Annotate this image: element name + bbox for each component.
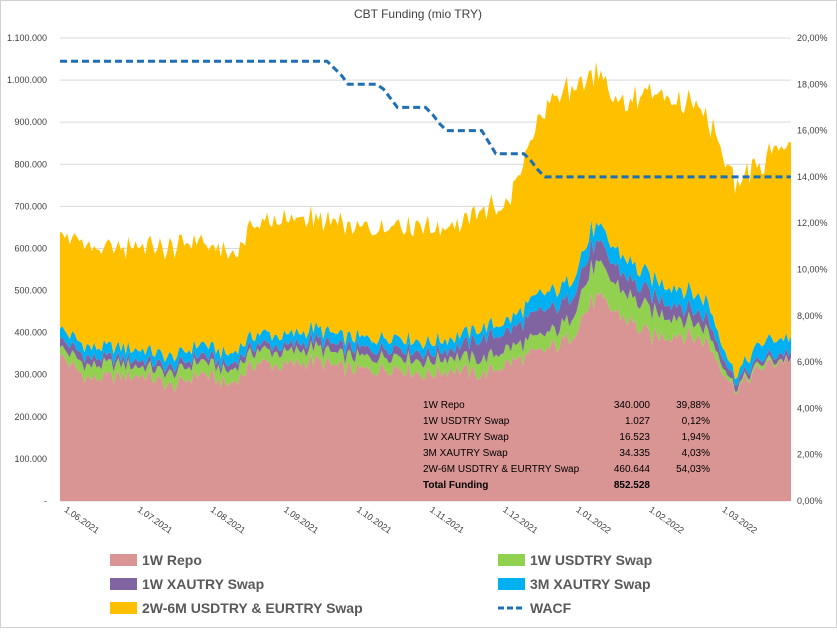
y-right-tick-label: 20,00% [797, 33, 828, 43]
legend-item-1w-xautry-swap: 1W XAUTRY Swap [110, 576, 264, 592]
y-right-tick-label: 18,00% [797, 79, 828, 89]
summary-share: 54,03% [676, 464, 710, 475]
legend-label: 1W XAUTRY Swap [142, 576, 264, 592]
legend-swatch [110, 578, 137, 590]
line-wacf [60, 59, 791, 179]
y-left-tick-label: 300.000 [14, 370, 47, 380]
legend-item-1w-repo: 1W Repo [110, 552, 202, 568]
legend-label: 1W Repo [142, 552, 202, 568]
summary-value: 1.027 [625, 416, 650, 427]
summary-share: 4,03% [682, 448, 710, 459]
area-1w-usdtry-swap [60, 259, 791, 394]
summary-label: 1W USDTRY Swap [423, 416, 510, 427]
summary-value: 16.523 [619, 432, 650, 443]
y-right-tick-label: 6,00% [797, 357, 823, 367]
y-left-tick-label: 500.000 [14, 286, 47, 296]
y-right-tick-label: 14,00% [797, 172, 828, 182]
area-2w-6m-usdtry-eurtry-swap [60, 61, 791, 380]
y-left-tick-label: - [44, 496, 47, 506]
chart-title: CBT Funding (mio TRY) [354, 7, 482, 21]
legend-label: WACF [530, 600, 572, 616]
y-right-tick-label: 10,00% [797, 265, 828, 275]
area-1w-repo [60, 291, 791, 501]
legend-swatch [498, 554, 525, 566]
summary-value: 340.000 [614, 400, 651, 411]
y-right-tick-label: 16,00% [797, 126, 828, 136]
y-left-tick-label: 1.100.000 [7, 33, 47, 43]
summary-label: 2W-6M USDTRY & EURTRY Swap [423, 464, 580, 475]
legend-item-2w-6m-usdtry-eurtry-swap: 2W-6M USDTRY & EURTRY Swap [110, 600, 363, 616]
summary-share: 1,94% [682, 432, 710, 443]
summary-share: 39,88% [676, 400, 710, 411]
summary-label: 1W Repo [423, 400, 465, 411]
y-right-tick-label: 12,00% [797, 218, 828, 228]
summary-label: 3M XAUTRY Swap [423, 448, 508, 459]
legend-label: 2W-6M USDTRY & EURTRY Swap [142, 600, 363, 616]
y-right-tick-label: 8,00% [797, 311, 823, 321]
y-left-tick-label: 200.000 [14, 412, 47, 422]
y-right-tick-label: 2,00% [797, 450, 823, 460]
legend-item-1w-usdtry-swap: 1W USDTRY Swap [498, 552, 652, 568]
legend-item-wacf: WACF [498, 600, 572, 616]
y-left-tick-label: 900.000 [14, 117, 47, 127]
y-left-tick-label: 800.000 [14, 159, 47, 169]
legend-item-3m-xautry-swap: 3M XAUTRY Swap [498, 576, 651, 592]
summary-value: 460.644 [614, 464, 651, 475]
summary-total-value: 852.528 [614, 480, 651, 491]
legend-swatch [110, 602, 137, 614]
legend-label: 3M XAUTRY Swap [530, 576, 651, 592]
y-left-tick-label: 600.000 [14, 243, 47, 253]
summary-value: 34.335 [619, 448, 650, 459]
y-left-tick-label: 100.000 [14, 454, 47, 464]
y-right-tick-label: 4,00% [797, 403, 823, 413]
y-right-tick-label: 0,00% [797, 496, 823, 506]
legend-swatch [110, 554, 137, 566]
summary-label: 1W XAUTRY Swap [423, 432, 509, 443]
legend-label: 1W USDTRY Swap [530, 552, 652, 568]
summary-total-label: Total Funding [423, 480, 488, 491]
area-1w-xautry-swap [60, 237, 791, 392]
legend-swatch [498, 578, 525, 590]
y-left-tick-label: 400.000 [14, 328, 47, 338]
y-left-tick-label: 1.000.000 [7, 75, 47, 85]
area-3m-xautry-swap [60, 220, 791, 386]
summary-share: 0,12% [682, 416, 710, 427]
y-left-tick-label: 700.000 [14, 201, 47, 211]
